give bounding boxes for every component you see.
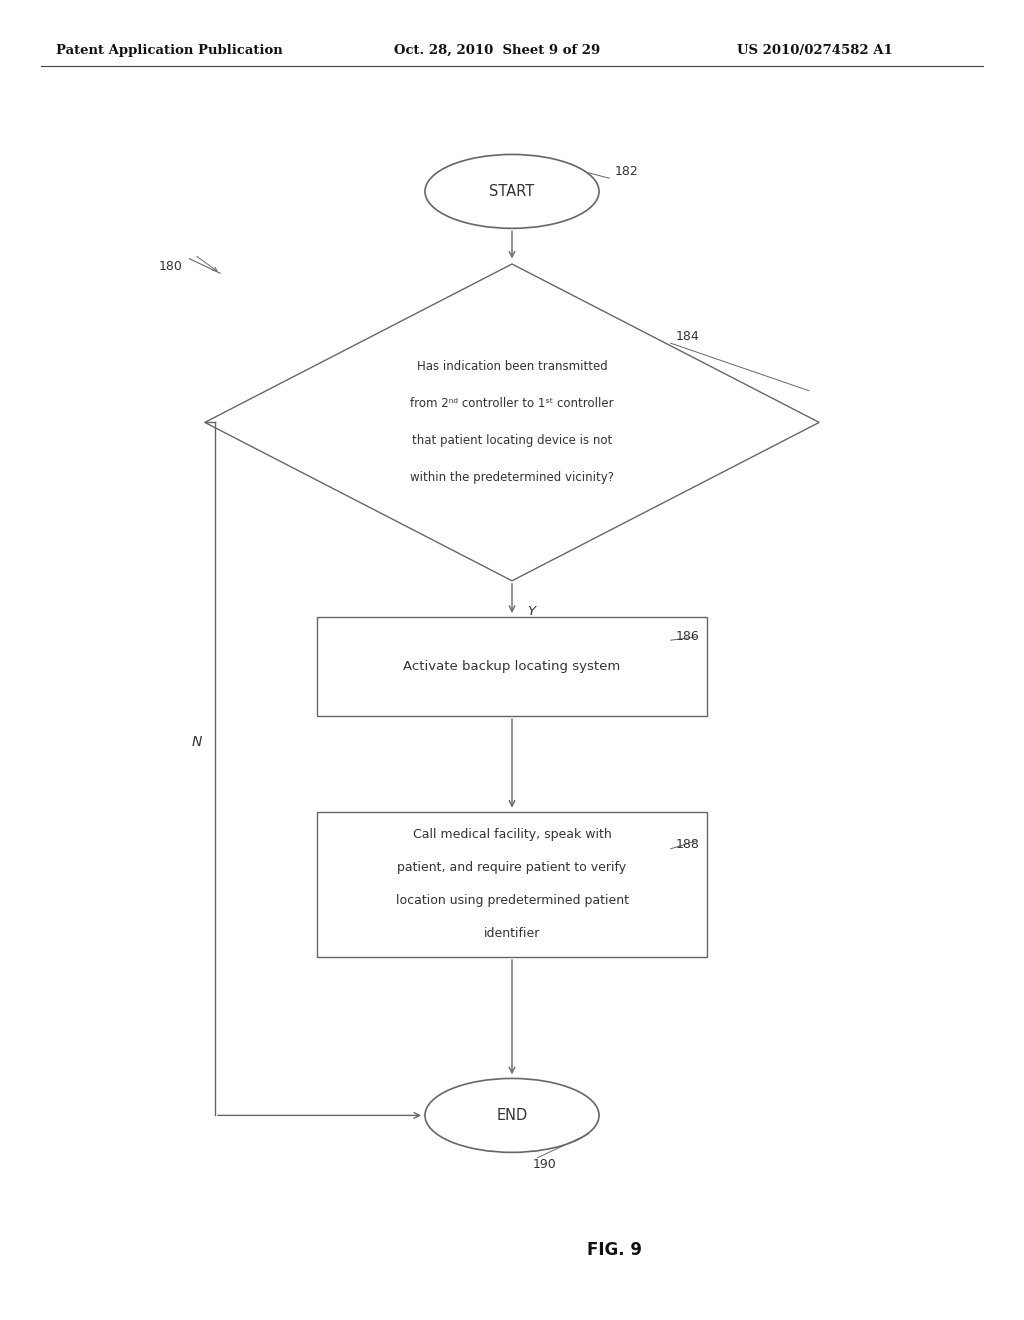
Text: US 2010/0274582 A1: US 2010/0274582 A1 <box>737 44 893 57</box>
Text: 190: 190 <box>532 1158 556 1171</box>
Text: Call medical facility, speak with: Call medical facility, speak with <box>413 829 611 841</box>
Text: Patent Application Publication: Patent Application Publication <box>56 44 283 57</box>
Text: from 2ⁿᵈ controller to 1ˢᵗ controller: from 2ⁿᵈ controller to 1ˢᵗ controller <box>411 397 613 411</box>
Text: that patient locating device is not: that patient locating device is not <box>412 434 612 447</box>
Text: 188: 188 <box>676 838 699 851</box>
Text: N: N <box>191 735 202 750</box>
Text: Has indication been transmitted: Has indication been transmitted <box>417 360 607 374</box>
Text: location using predetermined patient: location using predetermined patient <box>395 895 629 907</box>
Text: 180: 180 <box>159 260 182 273</box>
Text: 186: 186 <box>676 630 699 643</box>
Bar <box>317 618 707 715</box>
Text: END: END <box>497 1107 527 1123</box>
Text: 182: 182 <box>614 165 638 178</box>
Text: Oct. 28, 2010  Sheet 9 of 29: Oct. 28, 2010 Sheet 9 of 29 <box>394 44 600 57</box>
Text: Activate backup locating system: Activate backup locating system <box>403 660 621 673</box>
Text: within the predetermined vicinity?: within the predetermined vicinity? <box>410 471 614 484</box>
Text: START: START <box>489 183 535 199</box>
Text: FIG. 9: FIG. 9 <box>587 1241 642 1259</box>
Text: identifier: identifier <box>483 928 541 940</box>
Text: Y: Y <box>527 605 536 618</box>
Text: 184: 184 <box>676 330 699 343</box>
Text: patient, and require patient to verify: patient, and require patient to verify <box>397 862 627 874</box>
Bar <box>317 812 707 957</box>
